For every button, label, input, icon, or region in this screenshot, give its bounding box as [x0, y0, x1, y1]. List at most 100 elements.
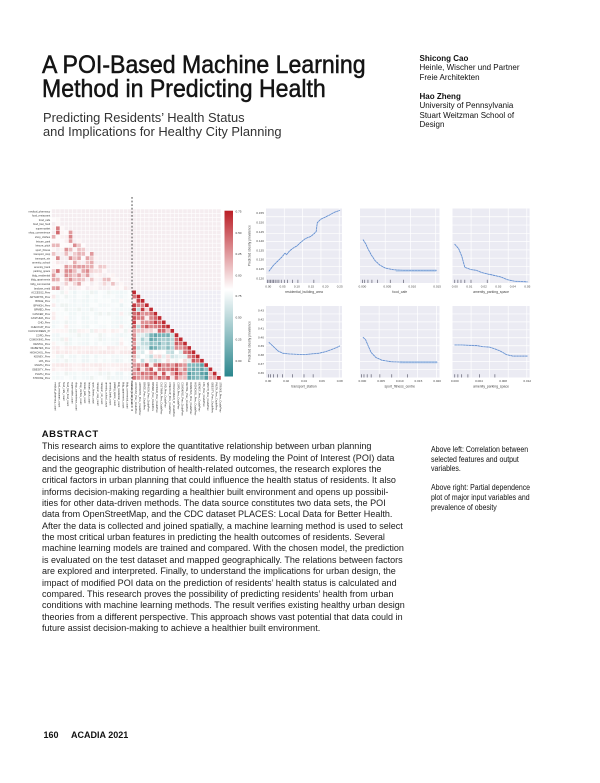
svg-text:sport_fitness_count: sport_fitness_count [92, 382, 95, 404]
svg-text:amenity_parking_space: amenity_parking_space [473, 290, 509, 294]
svg-text:parking_space_count: parking_space_count [113, 382, 116, 406]
svg-text:transport_station: transport_station [291, 384, 316, 388]
svg-text:0.50: 0.50 [236, 316, 242, 320]
svg-text:bldg_residential: bldg_residential [32, 273, 51, 277]
svg-text:0.00: 0.00 [265, 285, 271, 289]
svg-text:residential_building_area: residential_building_area [285, 290, 323, 294]
svg-text:0.130: 0.130 [256, 258, 264, 262]
svg-text:0.02: 0.02 [283, 379, 289, 383]
svg-text:OBESITY_Prev: OBESITY_Prev [32, 368, 51, 372]
svg-text:LPA_Prev_CrudePrev: LPA_Prev_CrudePrev [202, 382, 205, 407]
svg-text:sport_fitness_centre: sport_fitness_centre [384, 384, 415, 388]
svg-text:landuse_resid: landuse_resid [34, 286, 51, 290]
svg-text:0.38: 0.38 [258, 353, 264, 357]
svg-text:0.04: 0.04 [301, 379, 307, 383]
svg-text:0.140: 0.140 [256, 239, 264, 243]
svg-text:CHECKUP_Prev: CHECKUP_Prev [31, 325, 51, 329]
svg-text:Predicted obesity prevalence: Predicted obesity prevalence [248, 225, 252, 266]
svg-text:0.03: 0.03 [495, 285, 501, 289]
svg-text:Predicted obesity prevalence: Predicted obesity prevalence [248, 321, 252, 362]
svg-text:0.41: 0.41 [258, 326, 264, 330]
svg-text:CASTHMA_Prev: CASTHMA_Prev [31, 316, 51, 320]
svg-text:CHD_Prev: CHD_Prev [38, 320, 51, 324]
svg-text:0.00: 0.00 [452, 285, 458, 289]
svg-text:medical_pharmacy: medical_pharmacy [28, 209, 50, 213]
svg-text:DIABETES_Prev_CrudePrev: DIABETES_Prev_CrudePrev [189, 382, 192, 415]
svg-text:BINGE_Prev_CrudePrev: BINGE_Prev_CrudePrev [142, 382, 145, 410]
svg-text:BPMED_Prev_CrudePrev: BPMED_Prev_CrudePrev [151, 382, 154, 412]
svg-text:MHLTH_Prev_CrudePrev: MHLTH_Prev_CrudePrev [206, 382, 209, 411]
svg-text:0.25: 0.25 [236, 252, 242, 256]
svg-text:0.02: 0.02 [481, 285, 487, 289]
svg-text:0.05: 0.05 [280, 285, 286, 289]
svg-text:0.005: 0.005 [377, 379, 385, 383]
svg-text:0.125: 0.125 [256, 267, 264, 271]
svg-text:0.04: 0.04 [510, 285, 516, 289]
svg-text:ARTHRITIS_Prev: ARTHRITIS_Prev [30, 295, 51, 299]
svg-text:bldg_commercial_count: bldg_commercial_count [126, 382, 129, 409]
svg-text:BINGE_Prev: BINGE_Prev [35, 299, 51, 303]
svg-text:food_restaurant_count: food_restaurant_count [58, 382, 61, 407]
svg-text:food_cafe_count: food_cafe_count [62, 382, 65, 401]
svg-text:shop_convenience_count: shop_convenience_count [75, 382, 78, 411]
svg-text:0.01: 0.01 [466, 285, 472, 289]
svg-text:amenity_bank_count: amenity_bank_count [109, 382, 112, 405]
svg-text:CHECKUP_Prev_CrudePrev: CHECKUP_Prev_CrudePrev [168, 382, 171, 415]
svg-text:0.25: 0.25 [337, 285, 343, 289]
svg-text:food_cafe: food_cafe [39, 218, 51, 222]
svg-text:leisure_pitch_count: leisure_pitch_count [87, 382, 90, 404]
svg-text:0.008: 0.008 [499, 379, 507, 383]
svg-text:0.150: 0.150 [256, 220, 264, 224]
svg-text:STROKE_Prev: STROKE_Prev [33, 376, 51, 380]
svg-text:0.05: 0.05 [524, 285, 530, 289]
svg-text:0.43: 0.43 [258, 308, 264, 312]
svg-text:HIGHCHOL_Prev_CrudePrev: HIGHCHOL_Prev_CrudePrev [193, 382, 196, 416]
svg-text:0.00: 0.00 [265, 379, 271, 383]
svg-text:0.005: 0.005 [383, 285, 391, 289]
svg-text:CHD_Prev_CrudePrev: CHD_Prev_CrudePrev [164, 382, 167, 408]
svg-text:food_fast_food_count: food_fast_food_count [66, 382, 69, 406]
svg-text:CHOLSCREEN_Pr: CHOLSCREEN_Pr [28, 329, 50, 333]
svg-text:0.25: 0.25 [236, 337, 242, 341]
svg-text:0.135: 0.135 [256, 248, 264, 252]
svg-text:CASTHMA_Prev_CrudePrev: CASTHMA_Prev_CrudePrev [159, 382, 162, 415]
svg-text:0.75: 0.75 [236, 210, 242, 214]
svg-text:0.155: 0.155 [256, 211, 264, 215]
svg-text:0.36: 0.36 [258, 371, 264, 375]
svg-text:KIDNEY_Prev: KIDNEY_Prev [34, 355, 51, 359]
svg-text:shop_convenience: shop_convenience [29, 231, 51, 235]
svg-text:0.15: 0.15 [308, 285, 314, 289]
svg-text:0.000: 0.000 [451, 379, 459, 383]
svg-text:transport_stop_count: transport_stop_count [96, 382, 99, 406]
svg-text:STROKE_Prev_CrudePrev: STROKE_Prev_CrudePrev [219, 382, 222, 413]
svg-text:0.012: 0.012 [523, 379, 531, 383]
svg-text:leisure_pitch: leisure_pitch [36, 244, 51, 248]
svg-text:food_fast_food: food_fast_food [33, 222, 51, 226]
svg-text:transport_stop: transport_stop [34, 252, 51, 256]
svg-text:landuse_resid_count: landuse_resid_count [130, 382, 133, 405]
svg-text:supermarket: supermarket [36, 226, 51, 230]
svg-text:CANCER_Prev_CrudePrev: CANCER_Prev_CrudePrev [155, 382, 158, 413]
svg-text:CSMOKING_Prev: CSMOKING_Prev [29, 338, 51, 342]
svg-text:shop_clothes: shop_clothes [35, 235, 51, 239]
svg-text:BPHIGH_Prev_CrudePrev: BPHIGH_Prev_CrudePrev [147, 382, 150, 412]
svg-text:0.015: 0.015 [415, 379, 423, 383]
svg-text:amenity_school_count: amenity_school_count [104, 382, 107, 407]
svg-text:KIDNEY_Prev_CrudePrev: KIDNEY_Prev_CrudePrev [198, 382, 201, 412]
svg-text:0.75: 0.75 [236, 294, 242, 298]
svg-text:0.015: 0.015 [433, 285, 441, 289]
svg-text:BPHIGH_Prev: BPHIGH_Prev [33, 303, 50, 307]
svg-text:LPA_Prev: LPA_Prev [39, 359, 51, 363]
svg-text:bldg_commercial: bldg_commercial [31, 282, 51, 286]
svg-text:amenity_bank: amenity_bank [34, 265, 51, 269]
svg-text:food_restaurant: food_restaurant [32, 214, 50, 218]
svg-text:HIGHCHOL_Prev: HIGHCHOL_Prev [30, 350, 51, 354]
svg-text:DENTAL_Prev_CrudePrev: DENTAL_Prev_CrudePrev [185, 382, 188, 412]
svg-text:0.004: 0.004 [475, 379, 483, 383]
svg-text:ARTHRITIS_Prev_CrudePrev: ARTHRITIS_Prev_CrudePrev [138, 382, 141, 416]
svg-text:ACCESS2_Prev_CrudePrev: ACCESS2_Prev_CrudePrev [134, 382, 137, 414]
svg-text:0.000: 0.000 [359, 285, 367, 289]
svg-text:amenity_parking_space: amenity_parking_space [473, 384, 509, 388]
svg-text:DENTAL_Prev: DENTAL_Prev [33, 342, 51, 346]
svg-text:0.120: 0.120 [256, 276, 264, 280]
